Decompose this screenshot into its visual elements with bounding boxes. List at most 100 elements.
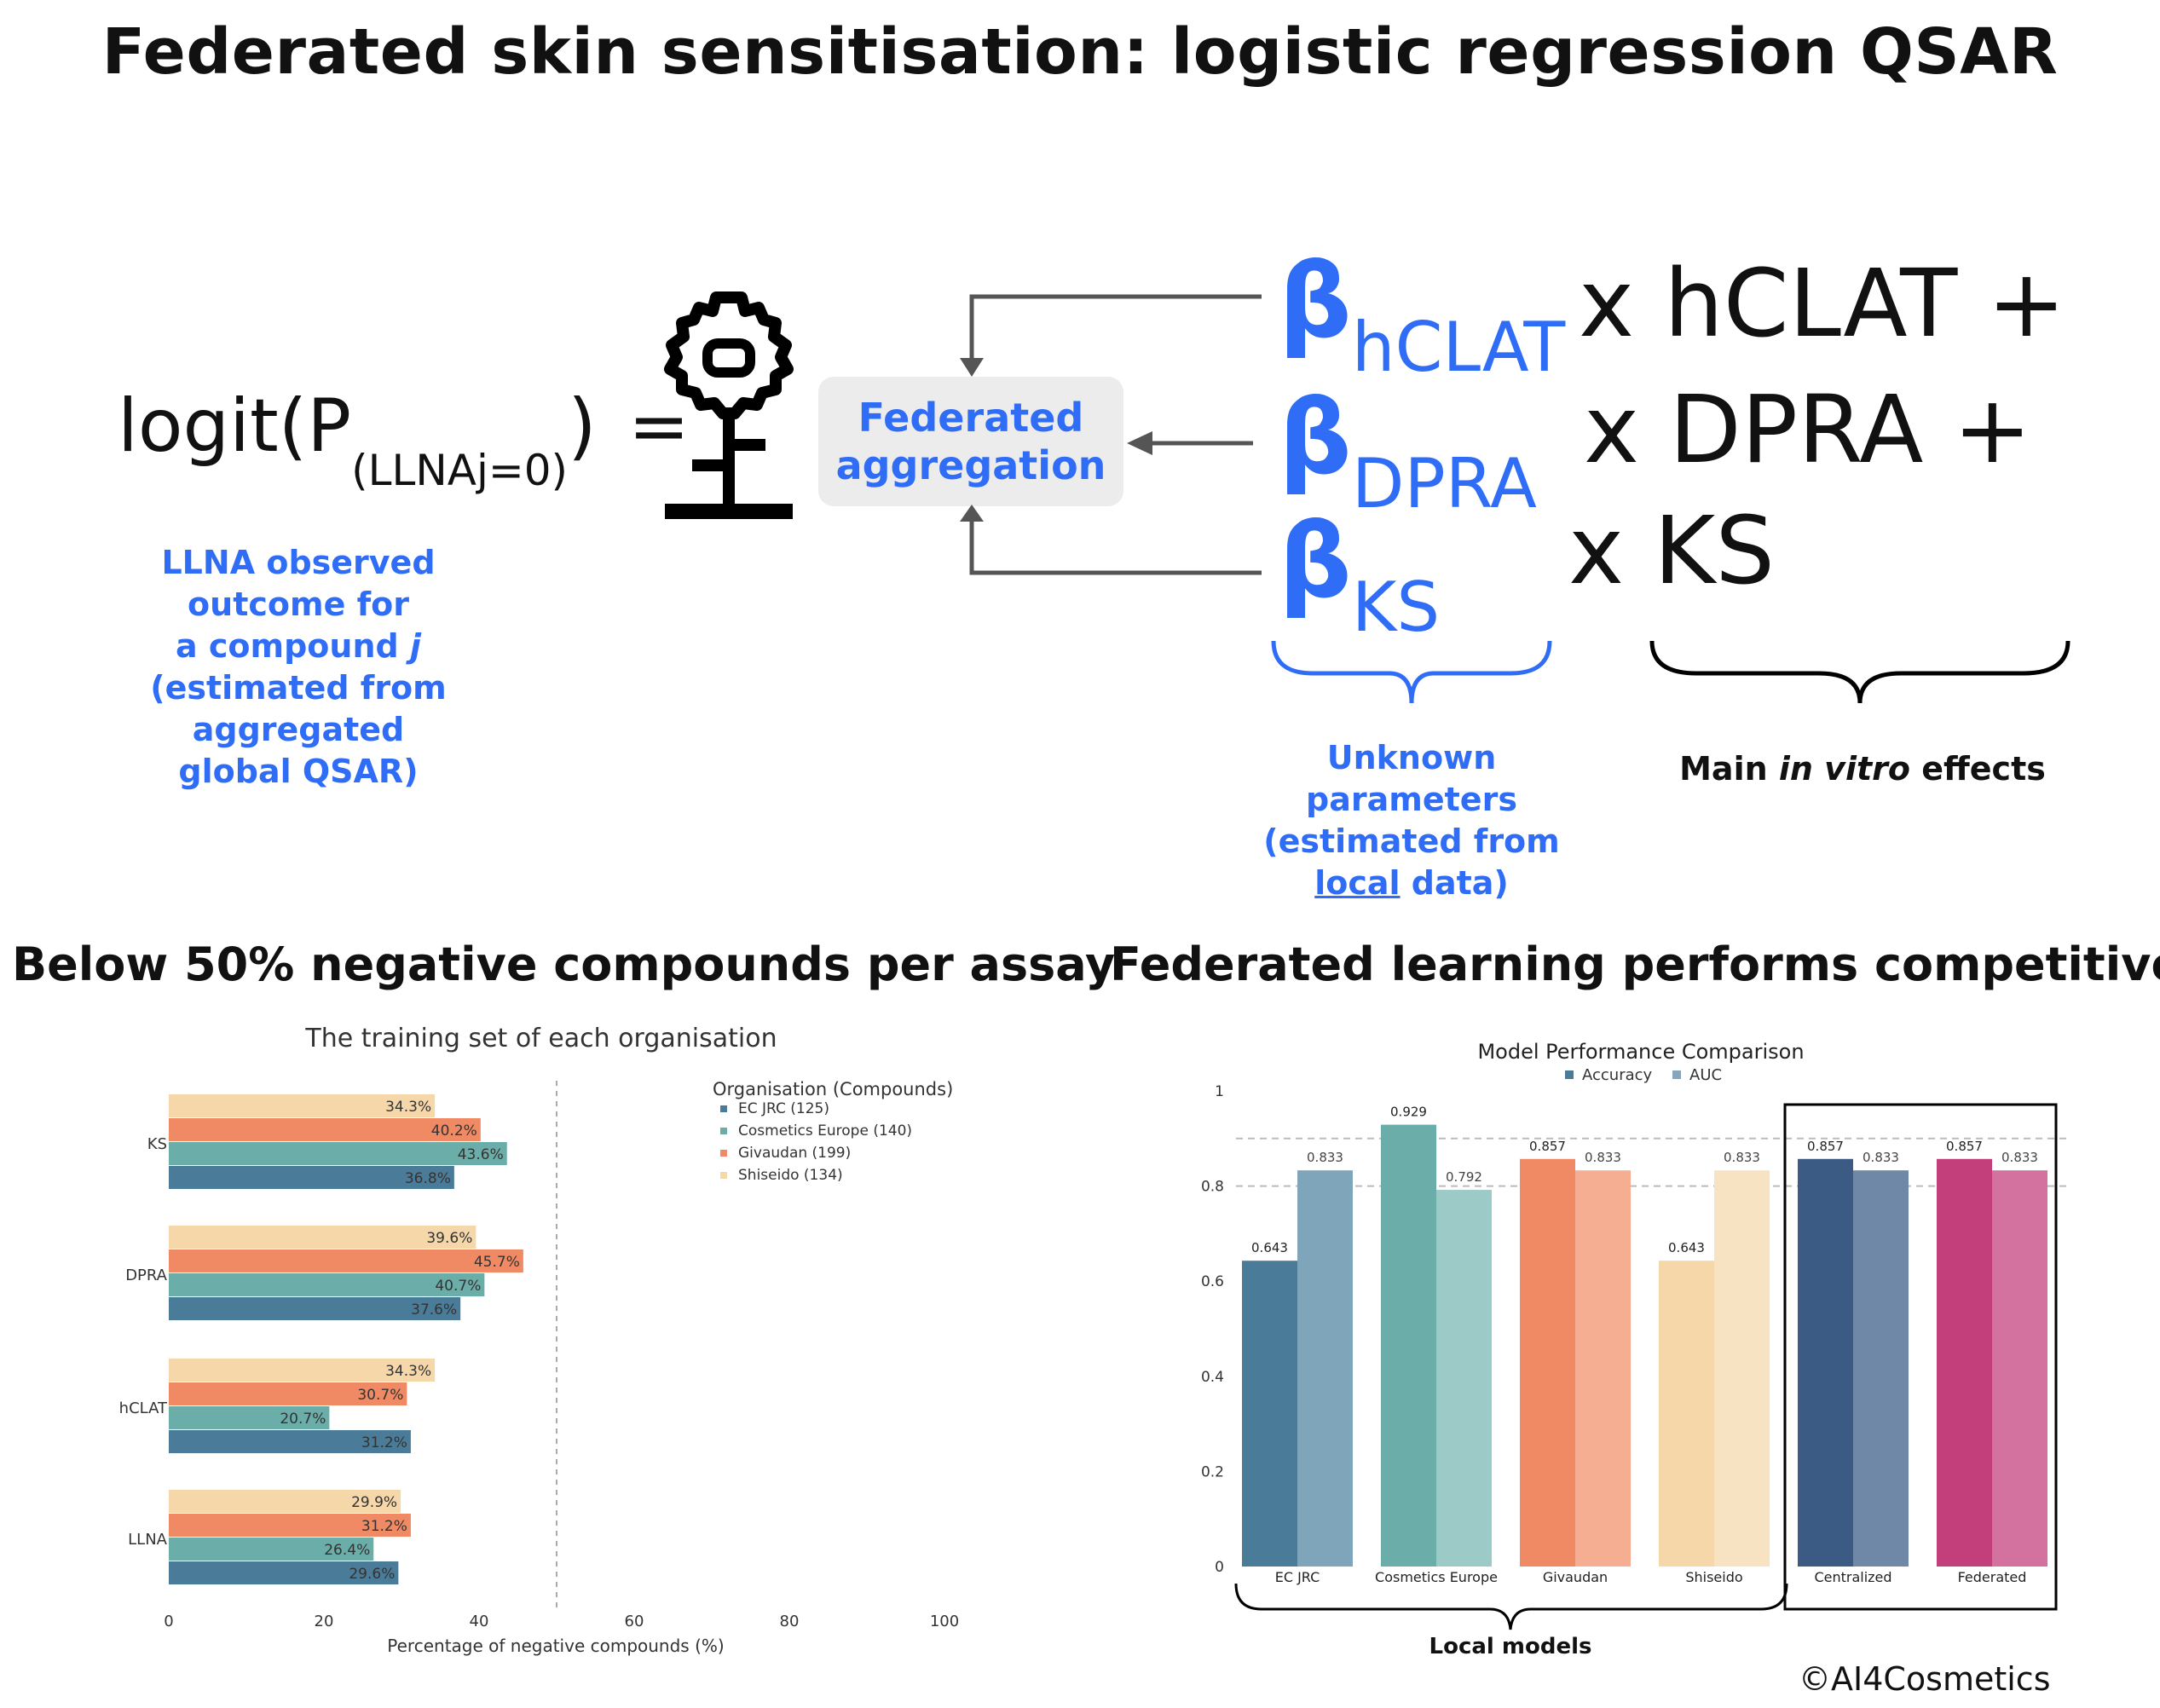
left-bar	[169, 1118, 481, 1141]
auc-bar	[1575, 1170, 1631, 1567]
auc-label: 0.792	[1446, 1169, 1482, 1185]
training-set-chart: The training set of each organisation KS 3…	[119, 1024, 960, 1656]
unknown-params-brace	[1271, 640, 1552, 704]
left-bar	[169, 1297, 461, 1320]
beta-dpra-sub: DPRA	[1351, 444, 1537, 523]
left-bar	[169, 1490, 401, 1513]
legend-item: Shiseido (134)	[738, 1167, 843, 1184]
unknown-line2: parameters	[1306, 781, 1517, 818]
left-bar-label: 31.2%	[361, 1434, 407, 1451]
equation-lhs: logit(P(LLNAj=0)) =	[118, 384, 690, 495]
left-bar-label: 40.2%	[431, 1122, 477, 1140]
right-y-tick: 0.6	[1201, 1273, 1224, 1290]
lhs-close: )	[568, 384, 597, 469]
right-y-tick: 0.2	[1201, 1463, 1224, 1480]
beta-ks-sub: KS	[1351, 568, 1441, 647]
left-bar-label: 29.6%	[349, 1566, 395, 1583]
left-x-tick: 100	[930, 1613, 959, 1630]
left-bar	[169, 1406, 330, 1429]
right-category-label: Givaudan	[1543, 1569, 1608, 1585]
legend-auc: AUC	[1689, 1066, 1722, 1084]
arrow-hclat	[969, 294, 1262, 358]
legend-item: Givaudan (199)	[738, 1145, 851, 1162]
left-bar-label: 37.6%	[411, 1301, 457, 1319]
lhs-subscript: (LLNAj=0)	[351, 446, 569, 495]
left-category-label: KS	[147, 1135, 167, 1153]
right-category-label: Shiseido	[1685, 1569, 1742, 1585]
auc-label: 0.833	[1724, 1150, 1760, 1165]
left-bar	[169, 1430, 411, 1453]
left-bar	[169, 1561, 399, 1584]
federated-aggregation-box: Federated aggregation	[818, 377, 1123, 506]
arrow-ks	[969, 520, 1262, 575]
right-chart-title: Model Performance Comparison	[1477, 1040, 1804, 1064]
right-heading: Federated learning performs competitivel…	[1110, 938, 2160, 991]
left-bar-label: 34.3%	[385, 1099, 431, 1116]
left-bar	[169, 1166, 454, 1189]
highlight-box	[1783, 1103, 2058, 1611]
beta-hclat-sub: hCLAT	[1351, 308, 1566, 387]
auc-label: 0.833	[1307, 1150, 1343, 1165]
unknown-params-caption: Unknown parameters (estimated from local…	[1241, 737, 1582, 904]
left-category-label: DPRA	[125, 1267, 167, 1284]
left-x-label: Percentage of negative compounds (%)	[387, 1636, 724, 1656]
auc-bar	[1992, 1170, 2047, 1567]
right-y-tick: 1	[1215, 1083, 1224, 1100]
left-x-tick: 80	[780, 1613, 800, 1630]
accuracy-bar	[1937, 1158, 1992, 1567]
lhs-caption-line4: global QSAR)	[178, 753, 419, 790]
effect-dpra: x DPRA +	[1584, 375, 2032, 484]
right-category-label: Cosmetics Europe	[1375, 1569, 1498, 1585]
left-bar-label: 29.9%	[351, 1494, 397, 1511]
legend-item: Cosmetics Europe (140)	[738, 1122, 912, 1140]
lhs-caption-line2: a compound j	[176, 627, 421, 665]
left-bar	[169, 1226, 476, 1249]
legend-swatch	[720, 1150, 727, 1157]
right-y-tick: 0.8	[1201, 1179, 1224, 1196]
beta-hclat: βhCLAT	[1279, 243, 1566, 388]
accuracy-bar	[1242, 1261, 1297, 1567]
left-bar-label: 43.6%	[458, 1146, 504, 1163]
right-category-label: Federated	[1958, 1569, 2027, 1585]
legend-auc-swatch	[1672, 1070, 1681, 1079]
accuracy-bar	[1659, 1261, 1714, 1567]
left-bar	[169, 1249, 523, 1272]
right-y-tick: 0.4	[1201, 1369, 1224, 1386]
braces	[1271, 640, 2070, 704]
accuracy-bar	[1520, 1158, 1575, 1567]
aggregation-arrows	[960, 294, 1262, 575]
legend-accuracy: Accuracy	[1582, 1066, 1653, 1084]
left-bar	[169, 1359, 436, 1382]
main-effects-caption: Main in vitro effects	[1679, 750, 2046, 788]
accuracy-label: 0.857	[1529, 1139, 1566, 1154]
left-bar	[169, 1382, 407, 1405]
flower-icon	[664, 291, 794, 519]
left-bar-label: 36.8%	[405, 1170, 451, 1187]
auc-label: 0.833	[1863, 1150, 1899, 1165]
legend-swatch	[720, 1105, 727, 1112]
legend-title: Organisation (Compounds)	[713, 1079, 953, 1099]
auc-bar	[1714, 1170, 1770, 1567]
lhs-logit: logit(P	[118, 384, 352, 469]
left-bar-label: 34.3%	[385, 1363, 431, 1380]
legend-swatch	[720, 1128, 727, 1134]
left-x-tick: 0	[164, 1613, 173, 1630]
right-category-label: Centralized	[1814, 1569, 1891, 1585]
copyright: ©AI4Cosmetics	[1799, 1660, 2051, 1698]
left-x-tick: 20	[315, 1613, 334, 1630]
accuracy-label: 0.643	[1668, 1240, 1705, 1255]
right-y-tick: 0	[1215, 1559, 1224, 1576]
left-bar-label: 40.7%	[435, 1278, 481, 1295]
unknown-line4: local data)	[1314, 864, 1509, 902]
effect-hclat: x hCLAT +	[1579, 249, 2066, 358]
legend-accuracy-swatch	[1565, 1070, 1574, 1079]
accuracy-label: 0.857	[1946, 1139, 1983, 1154]
accuracy-label: 0.929	[1390, 1105, 1427, 1120]
left-bar	[169, 1538, 374, 1561]
legend-item: EC JRC (125)	[738, 1100, 829, 1117]
left-bar	[169, 1094, 436, 1117]
local-models-label: Local models	[1429, 1634, 1592, 1659]
auc-bar	[1853, 1170, 1909, 1567]
lhs-caption: LLNA observed outcome for a compound j (…	[85, 542, 511, 793]
aggregation-label-line1: Federated	[858, 395, 1084, 441]
